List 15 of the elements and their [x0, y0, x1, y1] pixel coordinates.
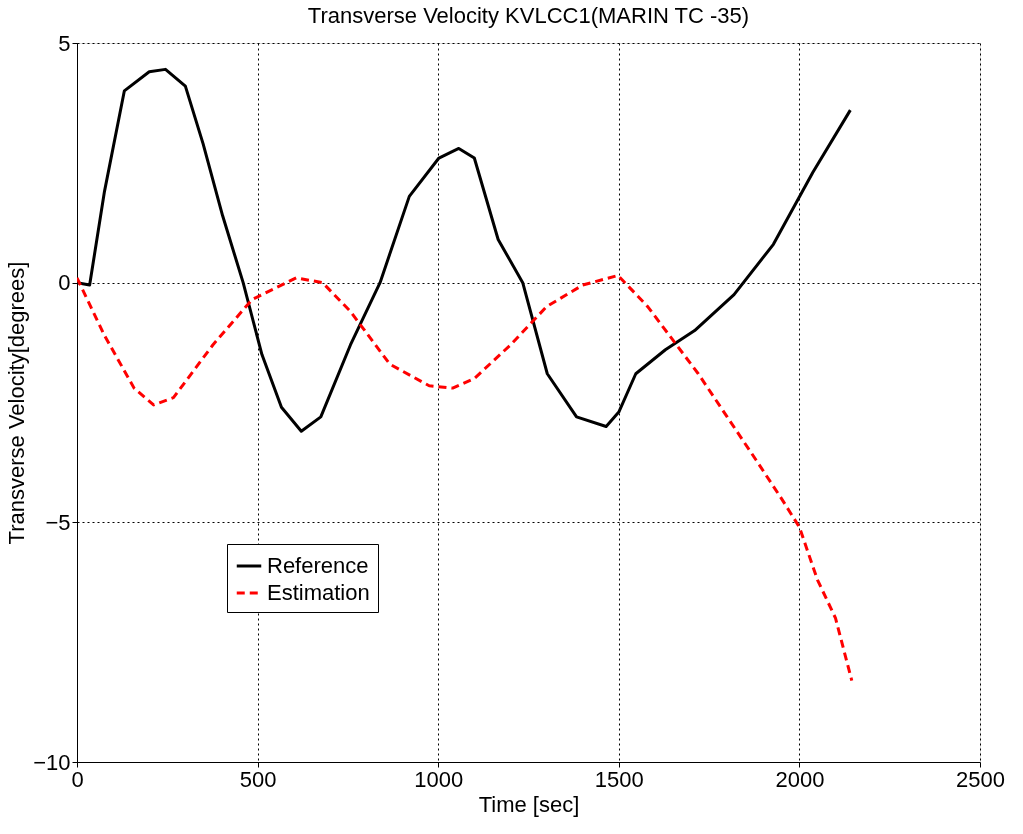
x-tick-label: 2000: [775, 766, 825, 792]
y-tick-label: 0: [58, 270, 71, 296]
y-axis-title: Transverse Velocity[degrees]: [4, 261, 30, 545]
y-tick-label: −5: [45, 509, 71, 535]
x-tick-label: 500: [239, 766, 277, 792]
chart-title: Transverse Velocity KVLCC1(MARIN TC -35): [307, 3, 750, 28]
y-tick-label: 5: [58, 30, 71, 56]
legend-label: Reference: [267, 553, 369, 578]
y-tick-label: −10: [33, 749, 71, 775]
line-series: [77, 273, 854, 683]
x-tick-label: 1500: [594, 766, 644, 792]
legend-label: Estimation: [267, 580, 370, 605]
x-axis-title: Time [sec]: [478, 791, 580, 817]
x-tick-label: 2500: [956, 766, 1005, 792]
x-tick-label: 1000: [414, 766, 464, 792]
